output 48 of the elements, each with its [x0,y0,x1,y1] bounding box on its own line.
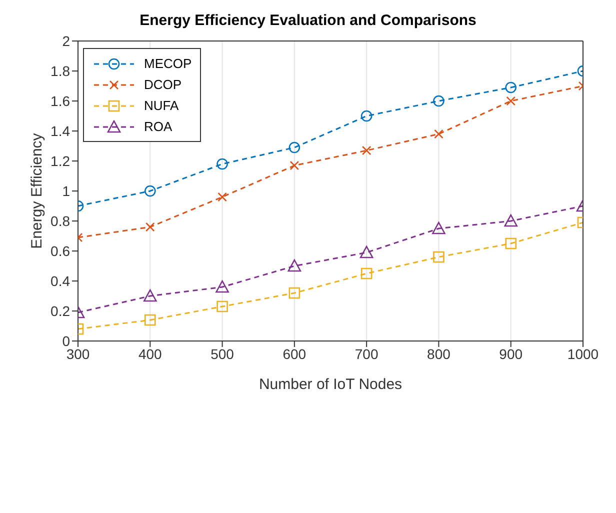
x-tick-label: 400 [138,346,162,362]
point [360,268,372,280]
legend-label: MECOP [144,56,192,71]
x-tick-label: 1000 [567,346,599,362]
x-tick-label: 900 [499,346,523,362]
y-tick-label: 0.6 [50,242,70,259]
point [434,129,444,139]
legend-label: NUFA [144,98,179,113]
legend-label: ROA [144,119,172,134]
point [144,314,156,326]
x-axis-title: Number of IoT Nodes [258,376,402,393]
x-tick-label: 800 [427,346,451,362]
legend-label: DCOP [144,77,182,92]
point [360,110,372,122]
point [216,158,228,170]
point [505,238,517,250]
point [506,96,516,106]
point [433,95,444,107]
point [216,280,229,293]
point [360,246,374,258]
point [362,146,372,156]
y-tick-label: 1 [62,182,70,199]
x-tick-label: 600 [282,346,306,362]
y-tick-label: 0.4 [50,272,70,289]
x-tick-label: 700 [354,346,378,362]
point [290,160,300,170]
point [218,192,227,202]
y-tick-label: 1.4 [50,122,70,139]
point [432,222,446,234]
chart-title: Energy Efficiency Evaluation and Comparisons [138,12,478,29]
point [145,222,155,232]
y-axis-title: Energy Efficiency [28,132,46,249]
y-tick-label: 1.8 [50,62,70,79]
point [288,142,300,154]
point [288,287,300,299]
y-tick-label: 2 [62,32,70,49]
point [143,289,157,302]
point [216,300,228,312]
point [504,214,518,227]
y-tick-label: 0.8 [50,212,70,229]
point [288,259,302,272]
point [144,185,156,197]
x-tick-label: 500 [210,346,234,362]
y-tick-label: 1.2 [50,152,70,169]
point [433,251,444,263]
y-tick-label: 1.6 [50,92,70,109]
point [505,82,517,94]
y-tick-label: 0.2 [50,302,70,319]
